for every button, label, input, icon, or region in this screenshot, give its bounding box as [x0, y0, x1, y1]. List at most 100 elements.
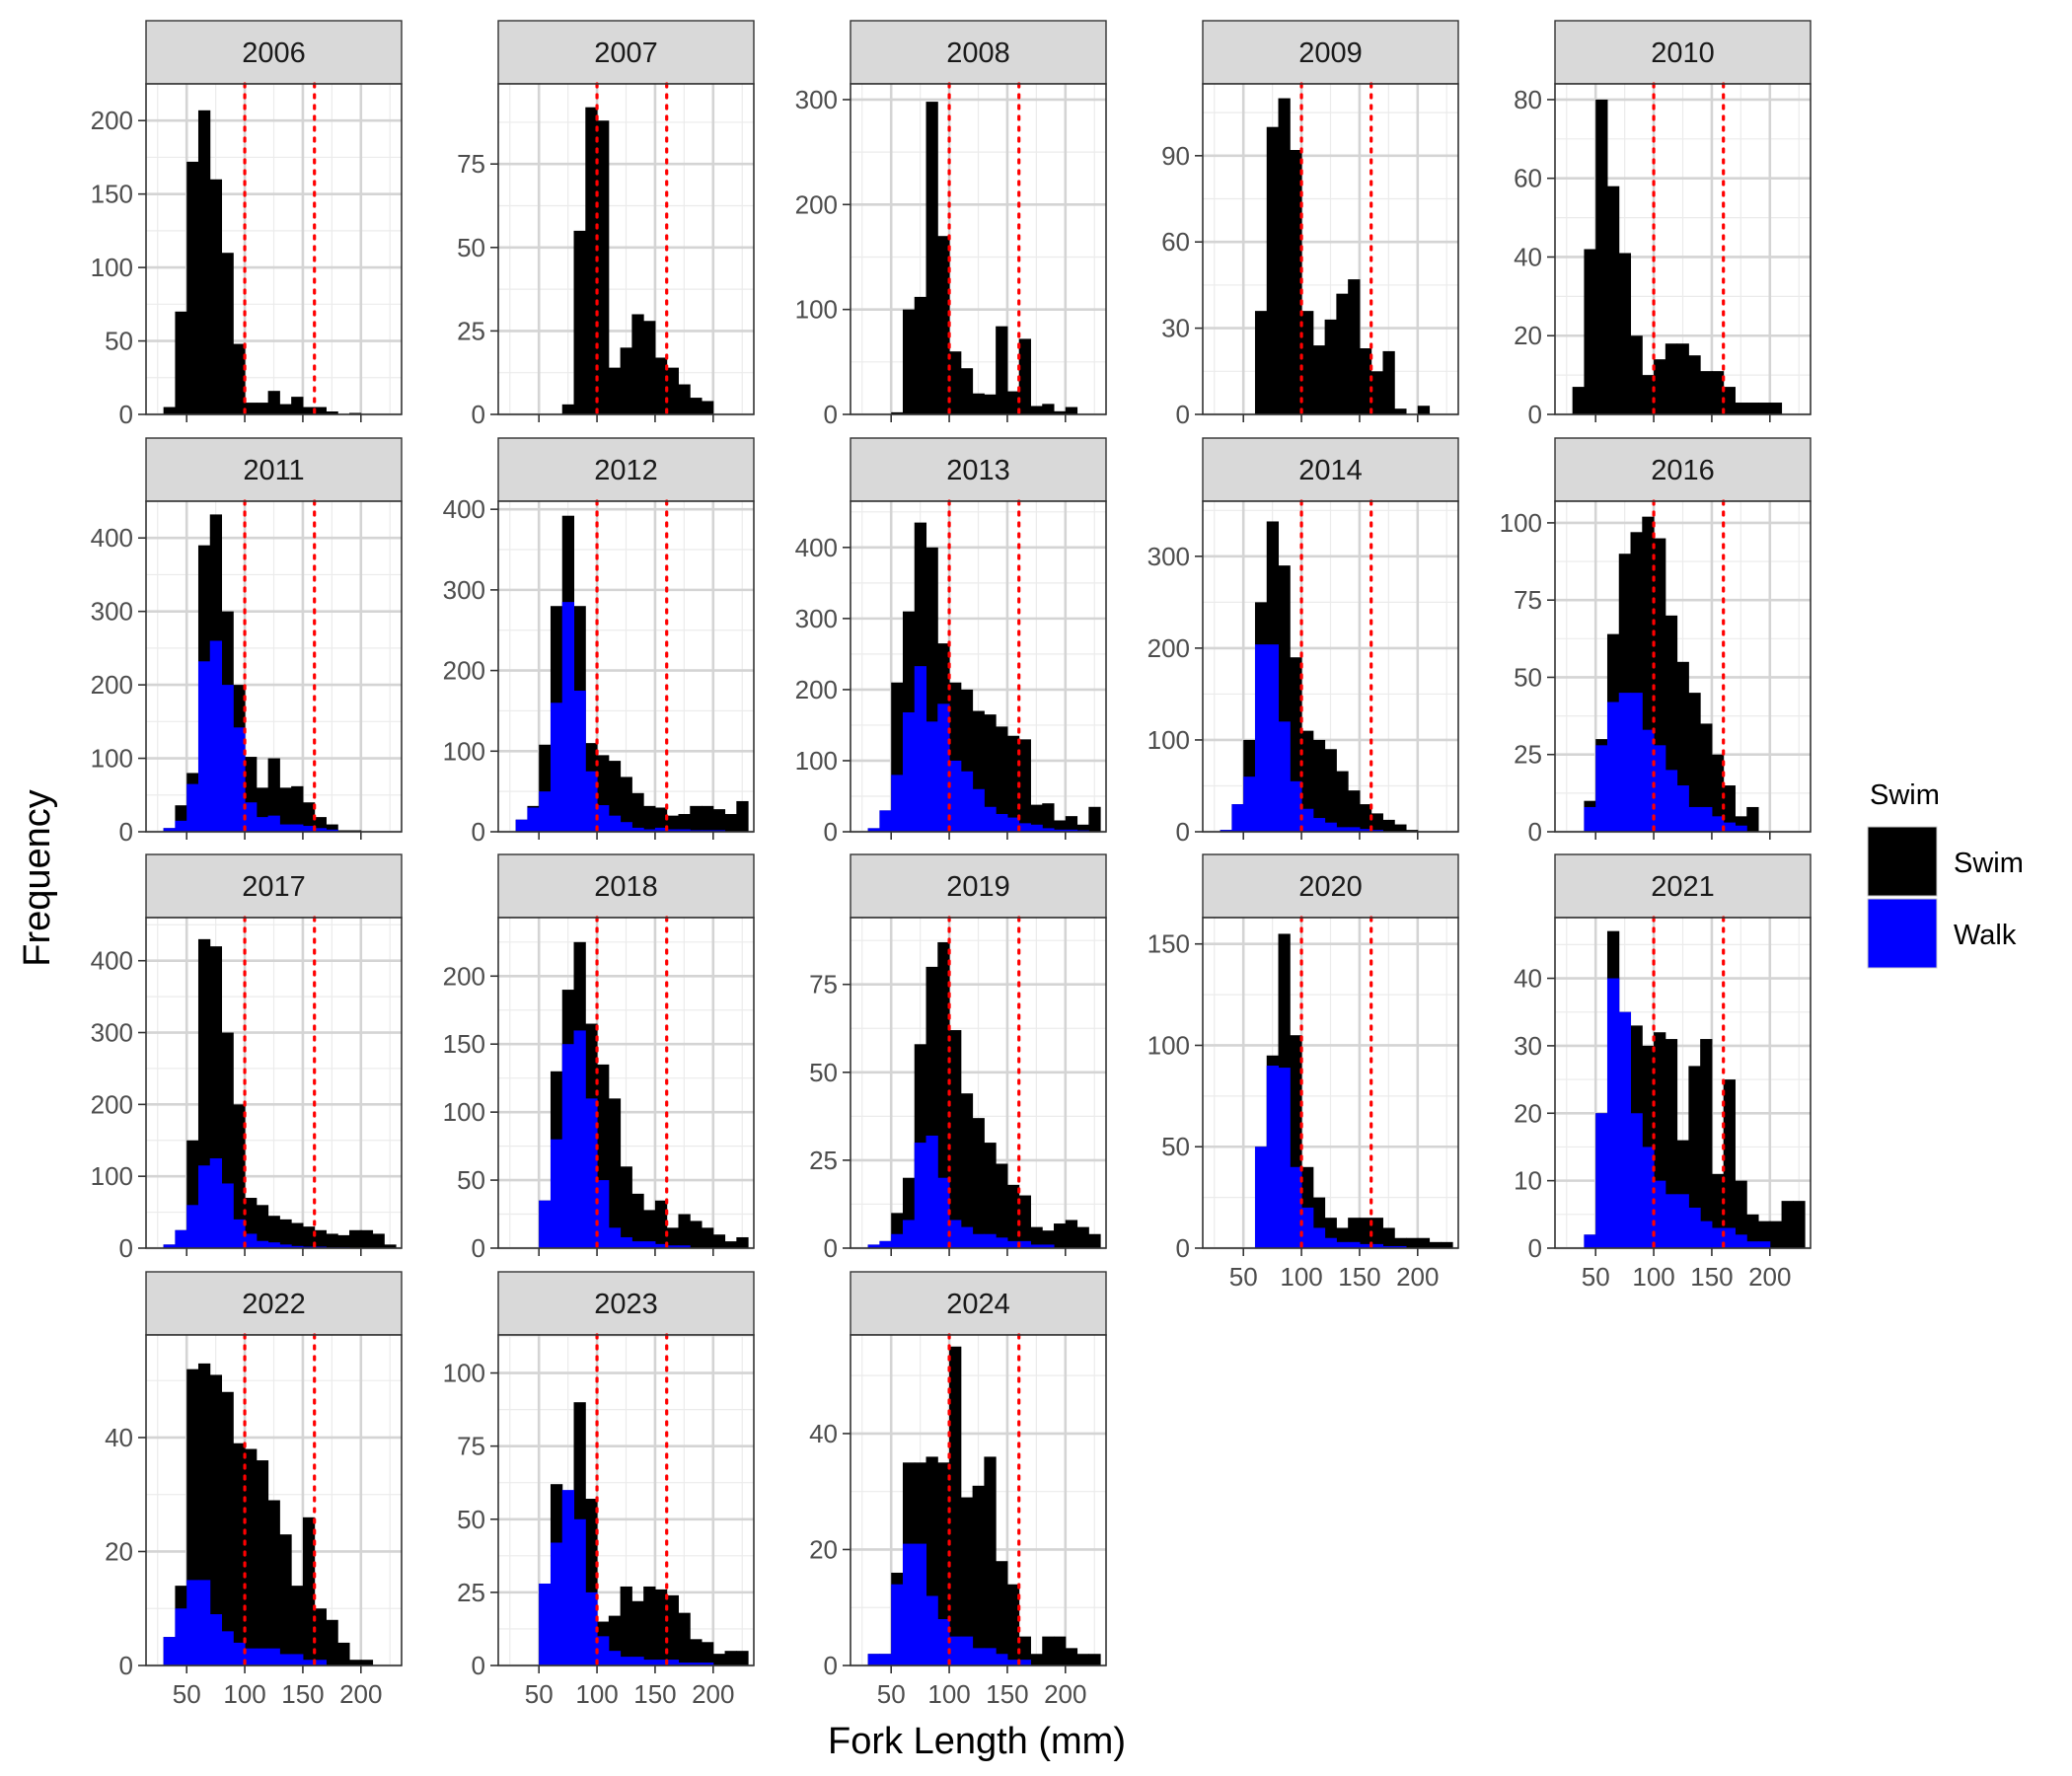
histogram-bars — [163, 938, 397, 1248]
facet-strip-label: 2024 — [946, 1289, 1010, 1320]
bar-swim — [1065, 1220, 1078, 1248]
bar-swim — [1278, 98, 1291, 414]
x-tick-label: 200 — [1044, 1679, 1086, 1709]
bar-swim — [1359, 1218, 1372, 1248]
y-tick-label: 100 — [443, 1359, 485, 1388]
bar-swim — [337, 1234, 350, 1248]
y-tick-label: 20 — [809, 1534, 838, 1564]
facet-panel-2021: 2021 0 10 20 30 40 50 100 150 200 — [1514, 853, 1812, 1292]
legend-title: Swim — [1870, 779, 1940, 811]
y-tick-label: 0 — [119, 1233, 133, 1263]
bar-walk — [879, 1240, 892, 1248]
facet-strip — [145, 437, 403, 502]
x-tick-label: 100 — [223, 1679, 265, 1709]
y-tick-label: 400 — [443, 494, 485, 524]
bar-swim — [1359, 804, 1372, 832]
bar-swim — [724, 1651, 737, 1665]
x-axis-title: Fork Length (mm) — [828, 1721, 1126, 1762]
bar-walk — [678, 829, 691, 832]
bar-swim — [654, 1589, 668, 1665]
histogram-bars — [561, 107, 714, 415]
bar-swim — [724, 1241, 737, 1248]
y-tick-label: 0 — [1176, 400, 1190, 429]
bar-swim — [326, 824, 338, 832]
bar-walk — [221, 1631, 234, 1665]
bar-swim — [291, 1222, 304, 1248]
bar-swim — [314, 1229, 327, 1248]
bar-walk — [267, 1648, 280, 1665]
facet-panel-2011: 2011 0 100 200 300 400 — [91, 437, 403, 847]
y-tick-label: 20 — [1514, 321, 1542, 350]
bar-walk — [539, 1200, 552, 1248]
y-tick-label: 0 — [1528, 400, 1542, 429]
bar-swim — [690, 1639, 703, 1665]
facet-strip — [850, 1271, 1107, 1336]
bar-swim — [1429, 1241, 1442, 1248]
bar-walk — [1688, 806, 1701, 832]
bar-walk — [891, 1233, 904, 1248]
y-tick-label: 50 — [1514, 662, 1542, 692]
histogram-bars — [1254, 98, 1431, 414]
bar-swim — [1030, 406, 1043, 414]
bar-walk — [643, 829, 656, 832]
bar-walk — [867, 1654, 880, 1665]
bar-swim — [643, 805, 656, 832]
bar-swim — [279, 404, 292, 414]
y-tick-label: 200 — [1147, 633, 1190, 663]
bar-walk — [972, 788, 985, 832]
y-tick-label: 100 — [1147, 725, 1190, 755]
x-tick-label: 50 — [1582, 1262, 1610, 1292]
bar-swim — [1348, 279, 1361, 414]
x-tick-label: 200 — [1396, 1262, 1439, 1292]
bar-swim — [712, 1234, 726, 1248]
bar-walk — [1348, 1241, 1361, 1248]
y-tick-label: 0 — [119, 1651, 133, 1680]
panel-border — [497, 500, 755, 833]
y-tick-label: 20 — [1514, 1098, 1542, 1128]
facet-strip — [1554, 437, 1812, 502]
bar-walk — [1312, 818, 1326, 832]
bar-swim — [1076, 1226, 1089, 1248]
bar-swim — [1711, 371, 1725, 414]
bar-swim — [972, 1118, 985, 1248]
y-tick-label: 40 — [1514, 964, 1542, 994]
bar-walk — [1006, 1240, 1020, 1248]
bar-swim — [690, 1221, 703, 1248]
bar-swim — [1700, 371, 1713, 414]
facet-strip — [850, 853, 1107, 919]
bar-swim — [1006, 1584, 1020, 1665]
bar-walk — [631, 1241, 644, 1248]
bar-walk — [550, 1542, 563, 1665]
facet-panel-2012: 2012 0 100 200 300 400 — [443, 437, 755, 847]
bar-swim — [326, 1233, 338, 1248]
bar-swim — [1793, 1201, 1806, 1248]
facet-strip-label: 2017 — [242, 871, 306, 903]
bar-walk — [1312, 1227, 1326, 1248]
bar-walk — [527, 807, 540, 832]
bar-walk — [879, 1654, 892, 1665]
bar-swim — [1076, 1654, 1089, 1665]
bar-swim — [1042, 1636, 1055, 1665]
bar-walk — [620, 822, 632, 832]
facet-panel-2013: 2013 0 100 200 300 400 — [795, 437, 1107, 847]
facet-panel-2019: 2019 0 25 50 75 — [809, 853, 1107, 1263]
legend: Swim Swim Walk — [1867, 779, 2024, 969]
bar-walk — [678, 1663, 691, 1665]
facet-strip-label: 2014 — [1298, 455, 1363, 486]
y-tick-label: 30 — [1514, 1031, 1542, 1061]
bar-walk — [279, 1244, 292, 1248]
bar-walk — [291, 824, 304, 832]
bar-swim — [1595, 99, 1608, 414]
facet-strip — [497, 1271, 755, 1336]
bar-swim — [984, 1143, 997, 1248]
bar-swim — [643, 1210, 656, 1248]
bar-swim — [1746, 806, 1759, 832]
y-tick-label: 75 — [809, 970, 838, 999]
histogram-bars — [867, 941, 1101, 1248]
bar-walk — [267, 815, 280, 832]
x-tick-label: 150 — [1690, 1262, 1733, 1292]
bar-walk — [585, 1098, 598, 1248]
bar-swim — [620, 347, 632, 414]
bar-swim — [1312, 345, 1326, 414]
facet-panel-2017: 2017 0 100 200 300 400 — [91, 853, 403, 1263]
